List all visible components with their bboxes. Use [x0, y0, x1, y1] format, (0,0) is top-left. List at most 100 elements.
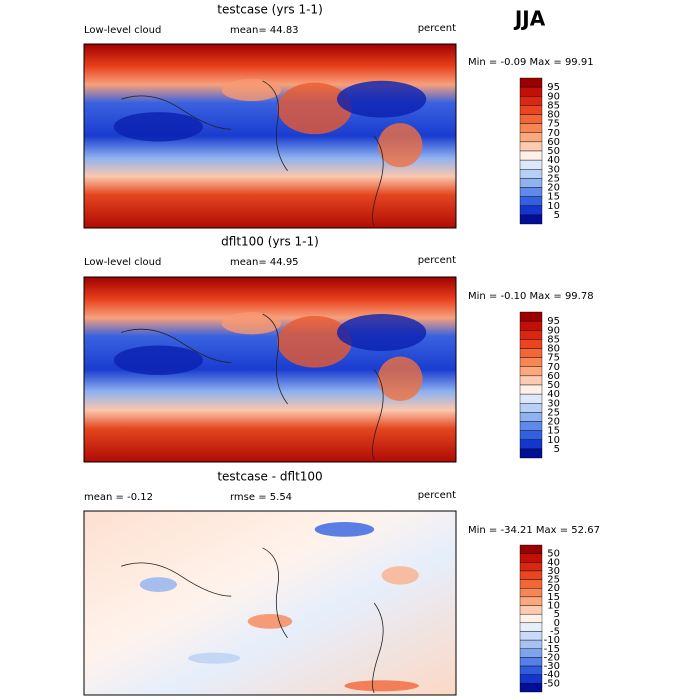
colorbar-box — [519, 412, 543, 422]
panel-units: percent — [418, 23, 456, 34]
coastline — [121, 80, 384, 227]
panels: testcase (yrs 1-1) Low-level cloud mean= 4… — [83, 3, 600, 696]
colorbar-label: 5 — [554, 444, 560, 455]
colorbar-box — [519, 320, 543, 331]
map-blob — [247, 614, 293, 629]
colorbar-box — [519, 159, 543, 170]
panel-title: testcase - dflt100 — [217, 470, 322, 484]
colorbar-box — [519, 596, 543, 606]
colorbar-label: -40 — [544, 670, 560, 681]
colorbar-box — [519, 348, 543, 358]
colorbar-label: 90 — [547, 325, 560, 336]
colorbar-box — [519, 674, 543, 684]
colorbar-box — [519, 403, 543, 413]
colorbar-box — [519, 187, 543, 197]
colorbar-label: 60 — [547, 137, 560, 148]
map-blob — [139, 577, 177, 592]
colorbar-label: 15 — [547, 592, 560, 603]
colorbar-label: 10 — [547, 601, 560, 612]
colorbar-box — [519, 214, 543, 225]
panel-center-label: mean= 44.83 — [230, 25, 299, 36]
map-blob — [221, 312, 282, 335]
colorbar-label: 50 — [547, 380, 560, 391]
colorbar-box — [519, 588, 543, 598]
colorbar-label: 60 — [547, 371, 560, 382]
colorbar-label: 40 — [547, 389, 560, 400]
colorbar-label: 85 — [547, 100, 560, 111]
map-frame — [83, 510, 457, 696]
colorbar-box — [519, 96, 543, 106]
map-blob — [377, 123, 423, 168]
colorbar-box — [519, 86, 543, 97]
colorbar-box — [519, 132, 543, 143]
colorbar-box — [519, 613, 543, 624]
colorbar-box — [519, 657, 543, 667]
colorbar-label: 95 — [547, 82, 560, 93]
panel-left-label: Low-level cloud — [84, 257, 161, 268]
colorbar-label: 15 — [547, 192, 560, 203]
colorbar-box — [519, 421, 543, 431]
colorbar-box — [519, 605, 543, 615]
min-max-label: Min = -0.09 Max = 99.91 — [468, 57, 594, 68]
panel-title: dflt100 (yrs 1-1) — [221, 235, 319, 249]
colorbar-label: 50 — [547, 549, 560, 560]
colorbar-box — [519, 544, 543, 554]
colorbar-label: 5 — [554, 609, 560, 620]
colorbar-label: 15 — [547, 426, 560, 437]
colorbar-box — [519, 622, 543, 632]
colorbar-box — [519, 123, 543, 133]
colorbar-label: -30 — [544, 661, 560, 672]
map-blob — [221, 78, 282, 102]
colorbar-box — [519, 639, 543, 649]
colorbar-box — [519, 439, 543, 450]
colorbar-box — [519, 330, 543, 340]
map-blob — [314, 522, 375, 537]
map-blob — [336, 80, 427, 118]
panel-center-label: mean= 44.95 — [230, 257, 299, 268]
colorbar-label: 25 — [547, 407, 560, 418]
colorbar-label: 20 — [547, 183, 560, 194]
colorbar-label: -20 — [544, 652, 560, 663]
colorbar-box — [519, 448, 543, 459]
colorbar-label: 25 — [547, 575, 560, 586]
colorbar-label: 40 — [547, 557, 560, 568]
map-blob — [344, 680, 419, 692]
colorbar-label: 0 — [554, 618, 560, 629]
coastline — [121, 547, 384, 694]
colorbar-label: 25 — [547, 173, 560, 184]
colorbar-box — [519, 311, 543, 322]
season-label: JJA — [513, 7, 546, 31]
panel-left-label: mean = -0.12 — [84, 492, 153, 503]
colorbar-label: 10 — [547, 435, 560, 446]
colorbar-label: 95 — [547, 316, 560, 327]
colorbar-box — [519, 178, 543, 188]
colorbar-label: 80 — [547, 110, 560, 121]
colorbar-label: 40 — [547, 155, 560, 166]
colorbar-box — [519, 375, 543, 386]
colorbar-box — [519, 77, 543, 88]
colorbar-box — [519, 683, 543, 693]
colorbar-box — [519, 430, 543, 440]
colorbar-label: 20 — [547, 417, 560, 428]
colorbar-label: 30 — [547, 398, 560, 409]
map-blob — [277, 82, 352, 135]
colorbar-box — [519, 570, 543, 580]
min-max-label: Min = -0.10 Max = 99.78 — [468, 291, 594, 302]
colorbar-box — [519, 205, 543, 216]
map — [83, 276, 457, 463]
panel-center-label: rmse = 5.54 — [230, 492, 292, 503]
colorbar-label: 70 — [547, 128, 560, 139]
colorbar-box — [519, 562, 543, 572]
colorbar-box — [519, 196, 543, 206]
colorbar-label: 5 — [554, 210, 560, 221]
colorbar-label: -15 — [544, 644, 560, 655]
colorbar-box — [519, 579, 543, 589]
colorbar-label: 10 — [547, 201, 560, 212]
colorbar-label: -10 — [544, 635, 560, 646]
map-blob — [188, 652, 241, 664]
panel-title: testcase (yrs 1-1) — [217, 3, 323, 17]
colorbar-label: 50 — [547, 146, 560, 157]
map-blob — [377, 356, 423, 401]
